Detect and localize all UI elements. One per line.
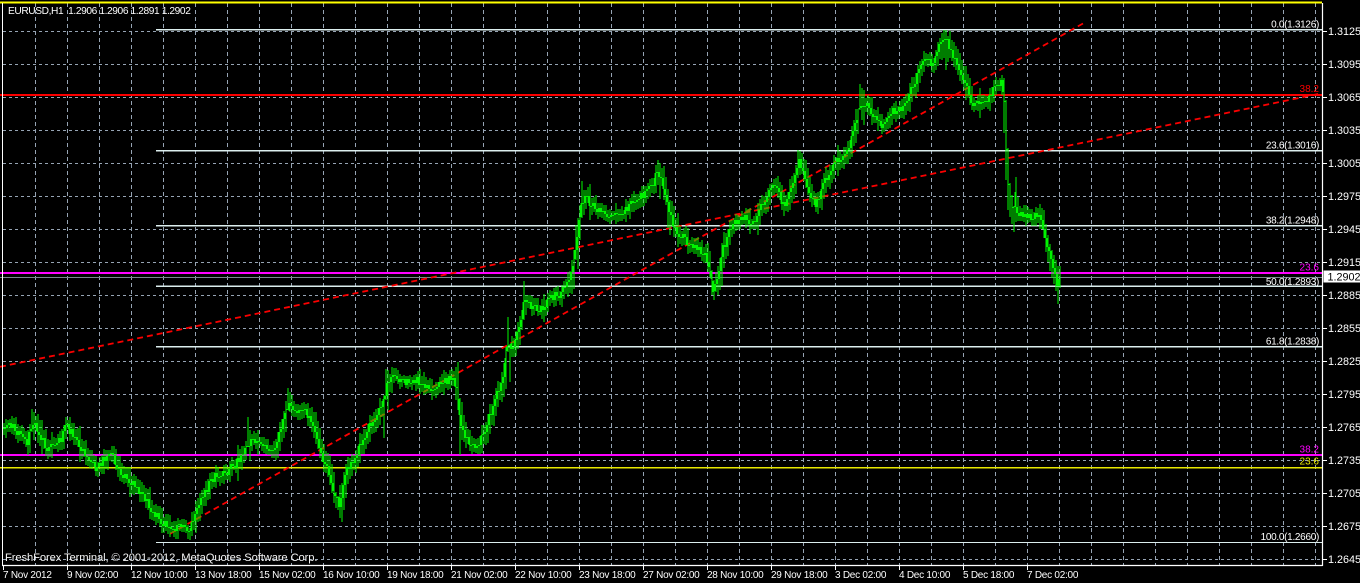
svg-text:12 Nov 10:00: 12 Nov 10:00 — [131, 570, 188, 581]
svg-text:1.3005: 1.3005 — [1328, 158, 1360, 170]
svg-text:23.6: 23.6 — [1300, 457, 1320, 468]
svg-text:FreshForex Terminal, © 2001-20: FreshForex Terminal, © 2001-2012, MetaQu… — [5, 552, 317, 564]
svg-text:7 Nov 2012: 7 Nov 2012 — [3, 570, 52, 581]
svg-text:38.2(1.2948): 38.2(1.2948) — [1266, 216, 1319, 227]
svg-text:16 Nov 10:00: 16 Nov 10:00 — [323, 570, 380, 581]
svg-text:21 Nov 02:00: 21 Nov 02:00 — [451, 570, 508, 581]
svg-text:1.2735: 1.2735 — [1328, 455, 1360, 467]
svg-text:1.2975: 1.2975 — [1328, 191, 1360, 203]
svg-text:1.3095: 1.3095 — [1328, 59, 1360, 71]
svg-text:1.2795: 1.2795 — [1328, 389, 1360, 401]
svg-text:1.2855: 1.2855 — [1328, 323, 1360, 335]
svg-text:1.3035: 1.3035 — [1328, 125, 1360, 137]
svg-text:1.3125: 1.3125 — [1328, 26, 1360, 38]
svg-text:7 Dec 02:00: 7 Dec 02:00 — [1027, 570, 1079, 581]
svg-text:1.2705: 1.2705 — [1328, 488, 1360, 500]
svg-text:0.0(1.3126): 0.0(1.3126) — [1271, 20, 1319, 31]
svg-text:1.2945: 1.2945 — [1328, 224, 1360, 236]
svg-text:100.0(1.2660): 100.0(1.2660) — [1261, 532, 1319, 543]
svg-text:3 Dec 02:00: 3 Dec 02:00 — [835, 570, 887, 581]
svg-text:1.2645: 1.2645 — [1328, 554, 1360, 566]
svg-text:5 Dec 18:00: 5 Dec 18:00 — [963, 570, 1015, 581]
svg-text:22 Nov 10:00: 22 Nov 10:00 — [515, 570, 572, 581]
svg-text:61.8(1.2838): 61.8(1.2838) — [1266, 337, 1319, 348]
svg-text:1.2885: 1.2885 — [1328, 290, 1360, 302]
svg-text:15 Nov 02:00: 15 Nov 02:00 — [259, 570, 316, 581]
svg-text:38.2: 38.2 — [1300, 84, 1320, 95]
svg-text:29 Nov 18:00: 29 Nov 18:00 — [771, 570, 828, 581]
svg-text:1.2765: 1.2765 — [1328, 422, 1360, 434]
svg-text:27 Nov 02:00: 27 Nov 02:00 — [643, 570, 700, 581]
svg-text:4 Dec 10:00: 4 Dec 10:00 — [899, 570, 951, 581]
svg-text:1.2675: 1.2675 — [1328, 521, 1360, 533]
svg-text:1.2825: 1.2825 — [1328, 356, 1360, 368]
svg-text:1.2902: 1.2902 — [1328, 272, 1360, 284]
svg-text:1.3065: 1.3065 — [1328, 92, 1360, 104]
svg-text:13 Nov 18:00: 13 Nov 18:00 — [195, 570, 252, 581]
svg-text:EURUSD,H1 1.2906 1.2906 1.289: EURUSD,H1 1.2906 1.2906 1.2891 1.2902 — [8, 6, 191, 17]
svg-text:23 Nov 18:00: 23 Nov 18:00 — [579, 570, 636, 581]
svg-text:9 Nov 02:00: 9 Nov 02:00 — [67, 570, 119, 581]
svg-text:50.0(1.2893): 50.0(1.2893) — [1266, 277, 1319, 288]
svg-text:28 Nov 10:00: 28 Nov 10:00 — [707, 570, 764, 581]
svg-text:19 Nov 18:00: 19 Nov 18:00 — [387, 570, 444, 581]
svg-text:23.6(1.3016): 23.6(1.3016) — [1266, 141, 1319, 152]
svg-text:23.6: 23.6 — [1300, 263, 1320, 274]
svg-text:1.2915: 1.2915 — [1328, 257, 1360, 269]
svg-text:38.2: 38.2 — [1300, 445, 1320, 456]
